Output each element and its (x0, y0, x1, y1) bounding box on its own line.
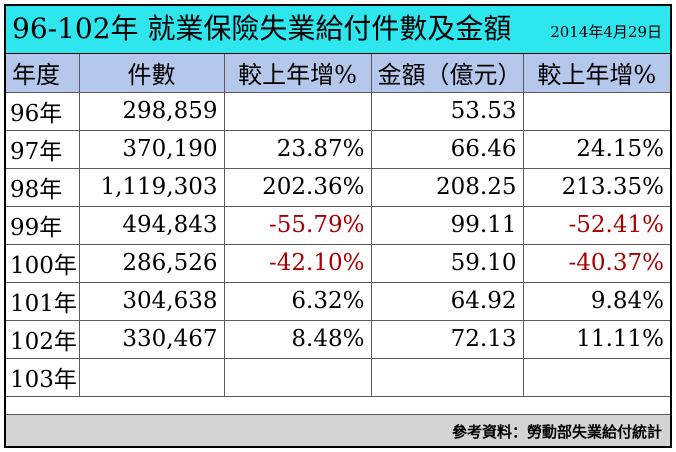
table-body: 96年 298,859 53.53 97年 370,190 23.87% 66.46 24.1… (6, 91, 670, 397)
table-row: 96年 298,859 53.53 (6, 91, 670, 131)
cell-amount-growth: 213.35% (522, 167, 670, 207)
cell-count-growth: 202.36% (223, 167, 372, 207)
report-date: 2014年4月29日 (550, 23, 662, 41)
cell-amount: 64.92 (370, 281, 524, 321)
table-row: 102年 330,467 8.48% 72.13 11.11% (6, 319, 670, 359)
cell-year: 103年 (6, 357, 80, 397)
cell-count-growth (223, 357, 372, 397)
footer-bar: 參考資料：勞動部失業給付統計 (6, 414, 670, 446)
cell-count-growth: -55.79% (223, 205, 372, 245)
cell-amount-growth: -52.41% (522, 205, 670, 245)
table-row: 99年 494,843 -55.79% 99.11 -52.41% (6, 205, 670, 245)
data-table: 年度 件數 較上年增% 金額（億元） 較上年增% 96年 298,859 53.53… (6, 54, 670, 397)
cell-amount: 59.10 (370, 243, 524, 283)
table-row: 103年 (6, 357, 670, 397)
cell-amount: 66.46 (370, 129, 524, 169)
cell-amount-growth: 9.84% (522, 281, 670, 321)
cell-amount: 72.13 (370, 319, 524, 359)
cell-amount: 99.11 (370, 205, 524, 245)
cell-amount: 208.25 (370, 167, 524, 207)
source-note: 參考資料：勞動部失業給付統計 (451, 423, 662, 441)
cell-year: 96年 (6, 91, 80, 131)
cell-count: 370,190 (78, 129, 225, 169)
cell-year: 99年 (6, 205, 80, 245)
cell-count-growth: 8.48% (223, 319, 372, 359)
cell-amount-growth: 11.11% (522, 319, 670, 359)
header-row: 年度 件數 較上年增% 金額（億元） 較上年增% (6, 54, 670, 93)
cell-count: 286,526 (78, 243, 225, 283)
cell-amount-growth: 24.15% (522, 129, 670, 169)
header-year: 年度 (6, 54, 80, 93)
cell-year: 101年 (6, 281, 80, 321)
cell-amount: 53.53 (370, 91, 524, 131)
cell-count: 494,843 (78, 205, 225, 245)
cell-year: 97年 (6, 129, 80, 169)
cell-count-growth (223, 91, 372, 131)
header-amount: 金額（億元） (370, 54, 524, 93)
header-amount-growth: 較上年增% (522, 54, 670, 93)
cell-count-growth: 6.32% (223, 281, 372, 321)
spreadsheet: 96-102年 就業保險失業給付件數及金額 2014年4月29日 年度 件數 較… (4, 4, 672, 448)
cell-count (78, 357, 225, 397)
cell-amount (370, 357, 524, 397)
cell-count: 1,119,303 (78, 167, 225, 207)
cell-count: 304,638 (78, 281, 225, 321)
table-row: 101年 304,638 6.32% 64.92 9.84% (6, 281, 670, 321)
cell-amount-growth (522, 91, 670, 131)
header-count: 件數 (78, 54, 225, 93)
table-row: 97年 370,190 23.87% 66.46 24.15% (6, 129, 670, 169)
cell-year: 98年 (6, 167, 80, 207)
cell-amount-growth: -40.37% (522, 243, 670, 283)
table-row: 100年 286,526 -42.10% 59.10 -40.37% (6, 243, 670, 283)
cell-year: 100年 (6, 243, 80, 283)
cell-count-growth: 23.87% (223, 129, 372, 169)
cell-amount-growth (522, 357, 670, 397)
table-row: 98年 1,119,303 202.36% 208.25 213.35% (6, 167, 670, 207)
cell-count: 298,859 (78, 91, 225, 131)
table-title: 96-102年 就業保險失業給付件數及金額 (12, 12, 512, 45)
header-count-growth: 較上年增% (223, 54, 372, 93)
cell-count-growth: -42.10% (223, 243, 372, 283)
cell-year: 102年 (6, 319, 80, 359)
cell-count: 330,467 (78, 319, 225, 359)
title-bar: 96-102年 就業保險失業給付件數及金額 2014年4月29日 (6, 6, 670, 54)
